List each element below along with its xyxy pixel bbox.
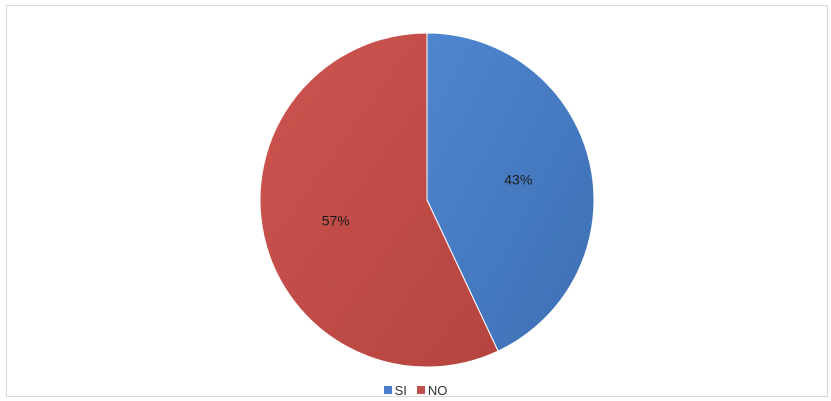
legend-label-si: SI bbox=[394, 382, 407, 398]
legend-item-no: NO bbox=[416, 382, 448, 398]
pie-slice-si bbox=[426, 32, 595, 352]
legend: SI NO bbox=[0, 381, 831, 399]
data-label-si: 43% bbox=[504, 172, 532, 188]
legend-item-si: SI bbox=[383, 382, 407, 398]
pie-slice-no bbox=[259, 32, 499, 368]
legend-label-no: NO bbox=[427, 382, 448, 398]
legend-swatch-si bbox=[383, 386, 392, 394]
data-label-no: 57% bbox=[322, 212, 350, 228]
legend-swatch-no bbox=[416, 386, 425, 394]
